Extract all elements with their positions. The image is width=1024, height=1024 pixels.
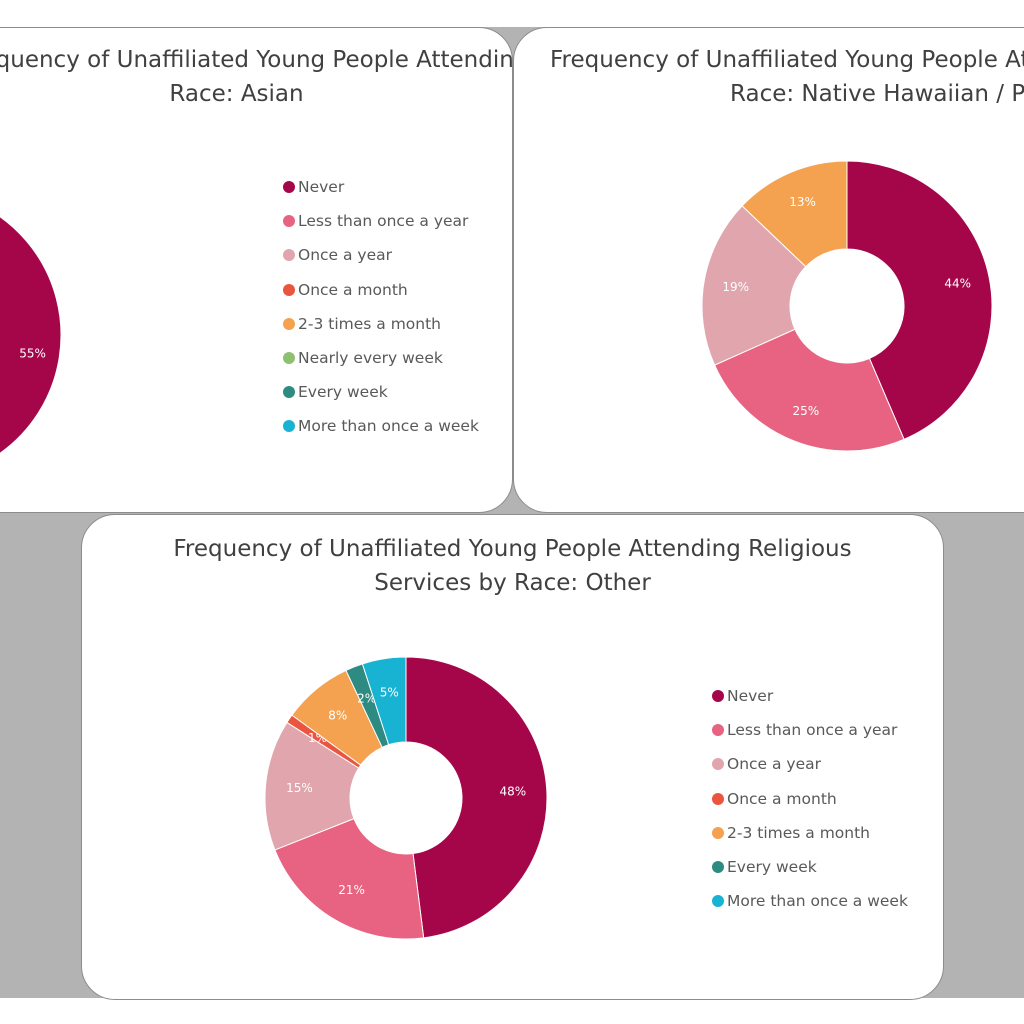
legend-swatch bbox=[712, 895, 724, 908]
data-label-never: 48% bbox=[499, 784, 526, 798]
legend-swatch bbox=[712, 861, 724, 874]
legend-item-once-a-month: Once a month bbox=[283, 273, 479, 307]
legend-label: Nearly every week bbox=[298, 349, 443, 368]
slice-more-than-once-a-week bbox=[361, 656, 407, 746]
legend-swatch bbox=[283, 420, 295, 433]
legend-swatch bbox=[283, 352, 295, 365]
chart-title-line: Services by Race: Other bbox=[374, 570, 651, 596]
legend-item-more-than-once-a-week: More than once a week bbox=[712, 884, 908, 918]
legend-item-less-than-once-a-year: Less than once a year bbox=[283, 204, 479, 238]
legend-swatch bbox=[283, 317, 295, 330]
donut-chart-nhpi: 44% 25% 19% 13% bbox=[701, 160, 993, 452]
legend-swatch bbox=[283, 215, 295, 228]
legend-item-once-a-year: Once a year bbox=[712, 747, 908, 781]
legend-label: Never bbox=[727, 687, 774, 706]
legend-label: Once a year bbox=[298, 246, 393, 265]
data-label-less-than-once-a-year: 25% bbox=[792, 404, 819, 418]
legend-swatch bbox=[712, 690, 724, 703]
legend-label: More than once a week bbox=[298, 417, 479, 436]
slice-once-a-year bbox=[701, 205, 807, 366]
legend-swatch bbox=[283, 249, 295, 262]
data-label-never: 44% bbox=[944, 276, 971, 290]
slice-never bbox=[405, 656, 548, 939]
slice-less-than-once-a-year bbox=[713, 328, 905, 452]
legend-label: Once a month bbox=[298, 280, 408, 299]
legend-item-never: Never bbox=[712, 679, 908, 713]
chart-title-asian: Frequency of Unaffiliated Young People A… bbox=[0, 43, 512, 111]
legend-label: Never bbox=[298, 178, 345, 197]
data-label-once-a-year: 15% bbox=[286, 781, 313, 795]
legend-item-nearly-every-week: Nearly every week bbox=[283, 341, 479, 375]
chart-title-line: Race: Asian bbox=[169, 81, 304, 107]
data-label-less-than-once-a-year: 21% bbox=[338, 883, 365, 897]
legend-swatch bbox=[712, 758, 724, 771]
data-label-once-a-year: 19% bbox=[722, 280, 749, 294]
donut-chart-other: 48%21%15%1%8%2% 5% bbox=[264, 656, 548, 940]
legend-item-less-than-once-a-year: Less than once a year bbox=[712, 713, 908, 747]
chart-card-nhpi: Frequency of Unaffiliated Young People A… bbox=[513, 27, 1024, 513]
legend-item-2-3-times-a-month: 2-3 times a month bbox=[283, 307, 479, 341]
slice-never bbox=[0, 216, 62, 454]
slice-never bbox=[846, 160, 993, 440]
chart-card-other: Frequency of Unaffiliated Young People A… bbox=[81, 514, 944, 1000]
slice-less-than-once-a-year bbox=[274, 817, 425, 940]
data-label-every-week: 2% bbox=[357, 692, 376, 706]
chart-title-line: Frequency of Unaffiliated Young People A… bbox=[550, 47, 1024, 73]
legend-label: More than once a week bbox=[727, 892, 908, 911]
legend-swatch bbox=[283, 283, 295, 296]
legend-swatch bbox=[712, 826, 724, 839]
chart-title-line: Frequency of Unaffiliated Young People A… bbox=[173, 536, 852, 562]
legend-label: Every week bbox=[298, 383, 388, 402]
data-label-never: 55% bbox=[19, 346, 46, 360]
chart-title-other: Frequency of Unaffiliated Young People A… bbox=[82, 532, 943, 600]
legend-swatch bbox=[712, 724, 724, 737]
slice-2-3-times-a-month bbox=[741, 160, 848, 268]
legend-item-more-than-once-a-week: More than once a week bbox=[283, 409, 479, 443]
data-label-2-3-times-a-month: 13% bbox=[789, 195, 816, 209]
chart-title-nhpi: Frequency of Unaffiliated Young People A… bbox=[550, 43, 1024, 111]
legend-item-every-week: Every week bbox=[283, 375, 479, 409]
legend-item-every-week: Every week bbox=[712, 850, 908, 884]
chart-card-asian: Frequency of Unaffiliated Young People A… bbox=[0, 27, 513, 513]
chart-title-line: Frequency of Unaffiliated Young People A… bbox=[0, 47, 513, 73]
legend-swatch bbox=[283, 181, 295, 194]
legend-item-once-a-year: Once a year bbox=[283, 238, 479, 272]
legend-asian: Never Less than once a year Once a year Onc… bbox=[283, 170, 479, 444]
chart-title-line: Race: Native Hawaiian / Pacific Islander bbox=[730, 81, 1024, 107]
legend-swatch bbox=[712, 792, 724, 805]
donut-chart-asian: 55% bbox=[0, 216, 62, 454]
legend-item-once-a-month: Once a month bbox=[712, 782, 908, 816]
legend-swatch bbox=[283, 386, 295, 399]
legend-other: Never Less than once a year Once a year Onc… bbox=[712, 679, 908, 918]
legend-item-never: Never bbox=[283, 170, 479, 204]
legend-label: Once a month bbox=[727, 789, 837, 808]
data-label-more-than-once-a-week: 5% bbox=[380, 685, 399, 699]
legend-label: 2-3 times a month bbox=[727, 823, 870, 842]
data-label-2-3-times-a-month: 8% bbox=[328, 709, 347, 723]
legend-label: Less than once a year bbox=[298, 212, 469, 231]
legend-label: Less than once a year bbox=[727, 721, 898, 740]
legend-label: 2-3 times a month bbox=[298, 314, 441, 333]
legend-label: Every week bbox=[727, 858, 817, 877]
legend-item-2-3-times-a-month: 2-3 times a month bbox=[712, 816, 908, 850]
slice-once-a-year bbox=[264, 721, 360, 851]
legend-label: Once a year bbox=[727, 755, 822, 774]
